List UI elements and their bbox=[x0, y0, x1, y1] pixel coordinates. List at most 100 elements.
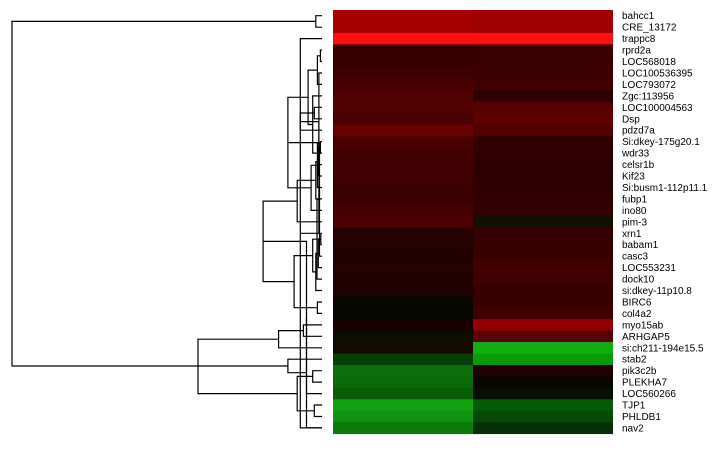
heatmap-cell bbox=[333, 364, 473, 377]
heatmap-cell bbox=[333, 44, 473, 57]
row-label: babam1 bbox=[622, 240, 659, 251]
row-label: pik3c2b bbox=[622, 366, 657, 377]
row-label: BIRC6 bbox=[622, 297, 652, 308]
heatmap-cell bbox=[473, 216, 613, 228]
dendrogram-branch bbox=[11, 20, 316, 367]
dendrogram-branch bbox=[313, 404, 322, 418]
row-label: pim-3 bbox=[622, 217, 647, 228]
heatmap-cell bbox=[333, 101, 473, 114]
heatmap-cell bbox=[333, 422, 473, 435]
row-label: Kif23 bbox=[622, 172, 645, 183]
heatmap-cell bbox=[333, 399, 473, 412]
row-label: LOC793072 bbox=[622, 80, 676, 91]
heatmap-cell bbox=[333, 204, 473, 217]
heatmap-cell bbox=[333, 273, 473, 286]
row-label: casc3 bbox=[622, 252, 649, 263]
dendrogram-branch bbox=[319, 49, 322, 63]
heatmap-cell bbox=[333, 90, 473, 102]
heatmap-cell bbox=[473, 181, 613, 194]
heatmap-cell bbox=[473, 44, 613, 57]
heatmap-cell bbox=[333, 147, 473, 160]
heatmap-cell bbox=[333, 376, 473, 389]
heatmap-cell bbox=[473, 90, 613, 102]
heatmap-cell bbox=[473, 342, 613, 354]
dendrogram-branch bbox=[312, 370, 322, 383]
heatmap-cell bbox=[473, 113, 613, 125]
dendrogram-branch bbox=[305, 317, 322, 429]
heatmap-cell bbox=[333, 387, 473, 400]
heatmap-cell bbox=[333, 113, 473, 125]
dendrogram-branch bbox=[319, 141, 322, 154]
row-label: trappc8 bbox=[622, 34, 656, 45]
dendrogram-branch bbox=[316, 55, 322, 85]
heatmap-cell bbox=[473, 376, 613, 389]
heatmap-cell bbox=[473, 284, 613, 297]
heatmap-cell bbox=[333, 67, 473, 80]
row-label: LOC100004563 bbox=[622, 103, 693, 114]
heatmap-cell bbox=[333, 342, 473, 354]
row-label: TJP1 bbox=[622, 401, 646, 412]
heatmap-cell bbox=[333, 170, 473, 183]
heatmap-cell bbox=[473, 67, 613, 80]
heatmap-cell bbox=[473, 124, 613, 137]
row-label: wdr33 bbox=[621, 149, 650, 160]
dendrogram-branch bbox=[313, 106, 322, 120]
heatmap-cell bbox=[473, 147, 613, 160]
heatmap-cell bbox=[333, 181, 473, 194]
heatmap-cell bbox=[473, 387, 613, 400]
heatmap-cell bbox=[333, 330, 473, 343]
heatmap-cell bbox=[333, 227, 473, 240]
dendrogram-branch bbox=[293, 255, 318, 309]
heatmap-cell bbox=[473, 239, 613, 251]
heatmap-cell bbox=[473, 158, 613, 171]
row-label: xrn1 bbox=[622, 229, 642, 240]
row-label: rprd2a bbox=[622, 46, 651, 57]
row-labels: bahcc1CRE_13172trappc8rprd2aLOC568018LOC… bbox=[621, 11, 708, 434]
heatmap-cell bbox=[473, 55, 613, 68]
row-label: celsr1b bbox=[622, 160, 655, 171]
heatmap-cell bbox=[333, 284, 473, 297]
heatmap-cell bbox=[473, 101, 613, 114]
heatmap-cell bbox=[473, 193, 613, 206]
dendrogram-branch bbox=[317, 238, 322, 269]
heatmap-cell bbox=[333, 261, 473, 274]
dendrogram-branch bbox=[315, 15, 322, 28]
heatmap-cell bbox=[473, 330, 613, 343]
row-label: nav2 bbox=[622, 423, 644, 434]
heatmap-cell bbox=[333, 216, 473, 228]
heatmap-cell bbox=[473, 204, 613, 217]
heatmap-cell bbox=[473, 78, 613, 91]
row-label: pdzd7a bbox=[622, 126, 655, 137]
row-label: stab2 bbox=[622, 355, 647, 366]
heatmap-cell bbox=[333, 124, 473, 137]
dendrogram-branch bbox=[316, 301, 322, 314]
row-label: si:dkey-11p10.8 bbox=[622, 286, 692, 297]
row-label: LOC100536395 bbox=[622, 68, 693, 79]
heatmap-cell bbox=[473, 250, 613, 263]
row-label: bahcc1 bbox=[622, 11, 655, 22]
heatmap-cell bbox=[333, 78, 473, 91]
row-label: Si:busm1-112p11.1 bbox=[622, 183, 708, 194]
heatmap-cell bbox=[473, 135, 613, 148]
heatmap-cell bbox=[473, 364, 613, 377]
heatmap-cell bbox=[333, 135, 473, 148]
dendrogram-branch bbox=[296, 179, 322, 223]
heatmap-cell bbox=[473, 10, 613, 22]
heatmap-cell bbox=[333, 158, 473, 171]
row-label: ino80 bbox=[622, 206, 647, 217]
row-label: LOC568018 bbox=[622, 57, 676, 68]
dendrogram bbox=[11, 15, 322, 429]
heatmap-cell bbox=[473, 21, 613, 34]
heatmap-cell bbox=[333, 250, 473, 263]
row-label: dock10 bbox=[622, 275, 655, 286]
heatmap-cell bbox=[473, 170, 613, 183]
heatmap-cell bbox=[473, 422, 613, 435]
row-label: LOC560266 bbox=[622, 389, 676, 400]
row-label: col4a2 bbox=[622, 309, 652, 320]
heatmap-cell bbox=[333, 21, 473, 34]
row-label: PLEKHA7 bbox=[622, 378, 667, 389]
row-label: Dsp bbox=[622, 114, 640, 125]
heatmap-cell bbox=[473, 319, 613, 331]
row-label: si:ch211-194e15.5 bbox=[622, 343, 704, 354]
